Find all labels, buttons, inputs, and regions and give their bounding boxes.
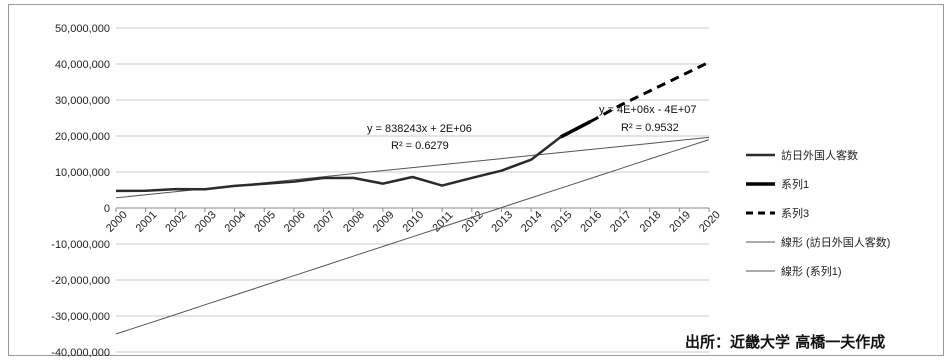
line-chart: 50,000,000 40,000,000 30,000,000 20,000,000… <box>51 23 890 357</box>
x-tick-label: 2005 <box>252 209 278 235</box>
x-tick-label: 2008 <box>341 209 367 235</box>
equation-annotation-2: y = 4E+06x - 4E+07 R² = 0.9532 <box>599 104 697 134</box>
x-tick-label: 2014 <box>519 209 545 235</box>
x-tick-label: 2015 <box>549 209 575 235</box>
legend-label-series-1: 系列1 <box>781 177 809 191</box>
legend-label-trend-main: 線形 (訪日外国人客数) <box>781 235 890 249</box>
x-tick-label: 2004 <box>223 209 249 235</box>
x-tick-label: 2020 <box>697 209 723 235</box>
series-line-0 <box>115 135 562 193</box>
y-tick-label: 10,000,000 <box>55 167 110 179</box>
x-tick-label: 2001 <box>134 209 160 235</box>
y-tick-label: -40,000,000 <box>51 347 110 357</box>
x-tick-label: 2013 <box>489 209 515 235</box>
x-tick-label: 2006 <box>282 209 308 235</box>
legend: 訪日外国人客数 系列1 系列3 線形 (訪日外国人客数) 線形 (系列1) <box>746 148 890 278</box>
x-tick-label: 2002 <box>163 209 189 235</box>
y-tick-label: -20,000,000 <box>51 275 110 287</box>
equation-1-line-1: y = 838243x + 2E+06 <box>367 123 472 135</box>
legend-label-series-3: 系列3 <box>781 206 809 220</box>
y-tick-label: -30,000,000 <box>51 311 110 323</box>
equation-1-line-2: R² = 0.6279 <box>391 140 449 152</box>
y-tick-label: 20,000,000 <box>55 131 110 143</box>
x-tick-label: 2010 <box>400 209 426 235</box>
equation-2-line-2: R² = 0.9532 <box>621 122 679 134</box>
x-tick-label: 2017 <box>608 209 634 235</box>
trendline-4 <box>115 139 710 335</box>
chart-frame: 50,000,000 40,000,000 30,000,000 20,000,000… <box>8 4 944 357</box>
source-note: 出所：近畿大学 高橋一夫作成 <box>685 333 886 351</box>
y-tick-label: 40,000,000 <box>55 59 110 71</box>
legend-label-series-main: 訪日外国人客数 <box>781 148 858 162</box>
x-tick-label: 2009 <box>371 209 397 235</box>
x-axis-ticks: 2000 2001 2002 2003 2004 2005 2006 2007 2008 2009… <box>104 208 723 235</box>
x-tick-label: 2007 <box>312 209 338 235</box>
x-tick-label: 2003 <box>193 209 219 235</box>
y-tick-label: 50,000,000 <box>55 23 110 35</box>
equation-2-line-1: y = 4E+06x - 4E+07 <box>599 104 697 116</box>
x-tick-label: 2012 <box>460 209 486 235</box>
data-series <box>115 60 710 193</box>
equation-annotation-1: y = 838243x + 2E+06 R² = 0.6279 <box>367 123 472 152</box>
x-tick-label: 2019 <box>667 209 693 235</box>
x-tick-label: 2011 <box>430 209 455 234</box>
series-line-1 <box>559 120 592 139</box>
x-tick-label: 2016 <box>578 209 604 235</box>
y-tick-label: 30,000,000 <box>55 95 110 107</box>
series-line-2 <box>589 60 710 123</box>
y-tick-label: -10,000,000 <box>51 239 110 251</box>
legend-label-trend-series-1: 線形 (系列1) <box>781 264 842 278</box>
trendlines <box>115 136 710 335</box>
x-tick-label: 2018 <box>638 209 664 235</box>
y-tick-label: 0 <box>104 203 110 215</box>
y-axis-ticks: 50,000,000 40,000,000 30,000,000 20,000,000… <box>51 23 110 357</box>
